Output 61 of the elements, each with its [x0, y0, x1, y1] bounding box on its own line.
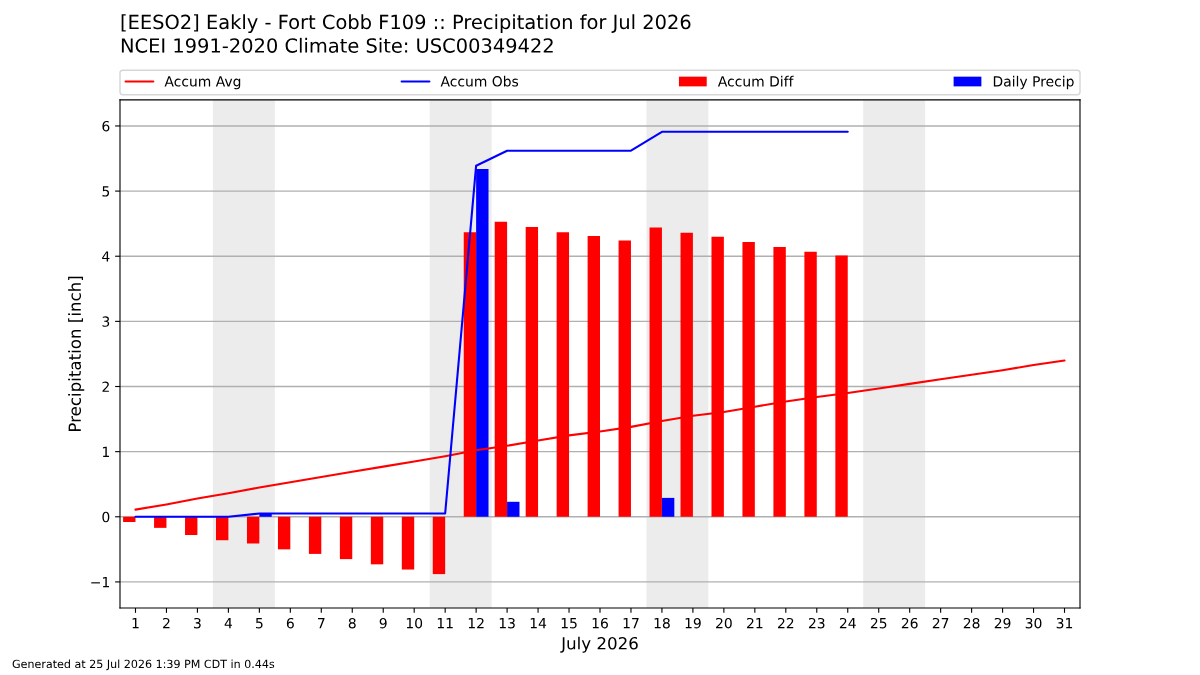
- y-tick-label: 0: [102, 511, 110, 523]
- x-tick-label: 19: [685, 617, 701, 629]
- y-tick-label: 5: [102, 186, 110, 197]
- x-axis-title: July 2026: [560, 636, 638, 653]
- x-tick-label: 30: [1025, 617, 1042, 629]
- bar: [277, 516, 291, 550]
- x-tick-label: 23: [808, 617, 825, 629]
- x-tick-label: 8: [348, 617, 356, 629]
- x-tick-label: 29: [994, 617, 1011, 629]
- y-tick-label: 4: [102, 251, 110, 262]
- chart-title: [EESO2] Eakly - Fort Cobb F109 :: Precipitation for Jul 2026: [121, 14, 691, 34]
- bar: [246, 516, 260, 544]
- y-tick-label: 3: [102, 316, 110, 327]
- x-tick-label: 31: [1056, 617, 1073, 629]
- legend-label: Accum Diff: [717, 75, 794, 87]
- chart-subtitle: NCEI 1991-2020 Climate Site: USC00349422: [121, 37, 553, 53]
- bar: [507, 501, 520, 517]
- legend-label: Accum Obs: [440, 75, 519, 87]
- x-tick-label: 12: [468, 617, 484, 629]
- x-tick-label: 26: [901, 617, 918, 629]
- x-tick-label: 21: [747, 617, 763, 629]
- x-tick-label: 9: [379, 617, 387, 629]
- bar: [432, 516, 446, 575]
- x-tick-label: 3: [194, 617, 201, 629]
- legend-label: Daily Precip: [993, 75, 1074, 90]
- bar: [370, 516, 384, 565]
- bar: [308, 516, 322, 554]
- x-tick-label: 27: [932, 617, 949, 629]
- x-tick-label: 2: [163, 617, 170, 629]
- x-tick-label: 28: [963, 617, 980, 629]
- x-tick-label: 20: [716, 617, 732, 629]
- line-series: [134, 130, 849, 518]
- x-tick-label: 1: [132, 618, 139, 629]
- bar: [216, 516, 229, 541]
- x-tick-label: 25: [870, 617, 887, 629]
- x-tick-label: 4: [224, 618, 233, 629]
- x-tick-label: 10: [406, 617, 423, 629]
- x-tick-label: 17: [623, 618, 639, 629]
- y-tick-label: 2: [102, 381, 109, 392]
- y-tick-label: 1: [102, 446, 109, 457]
- x-tick-label: 16: [592, 617, 608, 629]
- x-tick-label: 7: [318, 618, 325, 629]
- x-tick-label: 11: [437, 618, 453, 629]
- x-tick-label: 6: [286, 617, 294, 629]
- y-axis-title: Precipitation [inch]: [68, 276, 85, 431]
- bar: [661, 497, 675, 517]
- x-tick-label: 24: [839, 617, 856, 629]
- x-tick-label: 22: [777, 617, 794, 629]
- bar: [401, 516, 415, 570]
- x-tick-label: 18: [654, 617, 670, 629]
- y-tick-label: 6: [102, 120, 110, 132]
- text: Generated at 25 Jul 2026 1:39 PM CDT in 0.44s: [12, 659, 275, 671]
- x-tick-label: 14: [530, 618, 547, 629]
- bar: [123, 516, 136, 522]
- bar: [339, 516, 353, 560]
- x-tick-label: 5: [256, 618, 263, 629]
- legend-label: Accum Avg: [164, 76, 241, 90]
- y-tick-label: −1: [91, 577, 109, 588]
- x-tick-label: 13: [499, 617, 515, 629]
- x-tick-label: 15: [561, 618, 577, 629]
- bar: [185, 516, 198, 536]
